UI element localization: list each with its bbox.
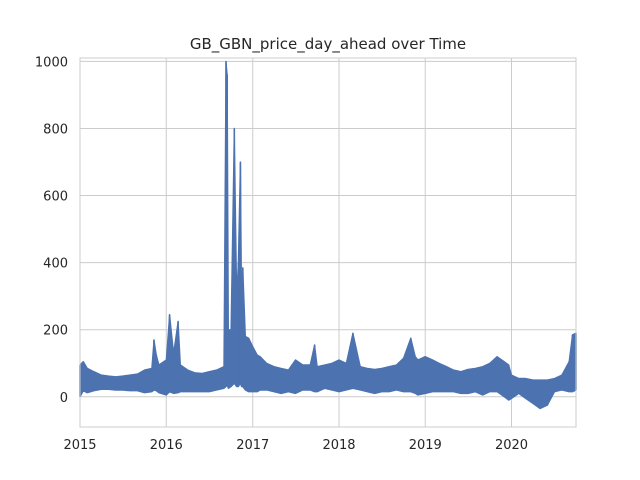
y-tick-label: 600 xyxy=(43,190,68,205)
plot-frame xyxy=(79,57,577,428)
x-tick-label: 2018 xyxy=(322,438,355,453)
series-layer xyxy=(79,60,577,410)
y-tick-label: 400 xyxy=(43,257,68,272)
x-tick-label: 2015 xyxy=(63,438,96,453)
x-tick-labels: 2015 2016 2017 2018 2019 2020 xyxy=(63,438,528,453)
grid-lines xyxy=(79,58,576,427)
y-tick-labels: 0 200 400 600 800 1000 xyxy=(35,55,68,405)
x-tick-label: 2019 xyxy=(409,438,442,453)
y-tick-label: 200 xyxy=(43,324,68,339)
x-tick-label: 2020 xyxy=(495,438,528,453)
y-tick-label: 800 xyxy=(43,122,68,137)
x-tick-label: 2017 xyxy=(236,438,269,453)
y-tick-label: 0 xyxy=(60,391,68,406)
y-tick-label: 1000 xyxy=(35,55,68,70)
chart-title: GB_GBN_price_day_ahead over Time xyxy=(190,35,466,54)
x-tick-label: 2016 xyxy=(150,438,183,453)
